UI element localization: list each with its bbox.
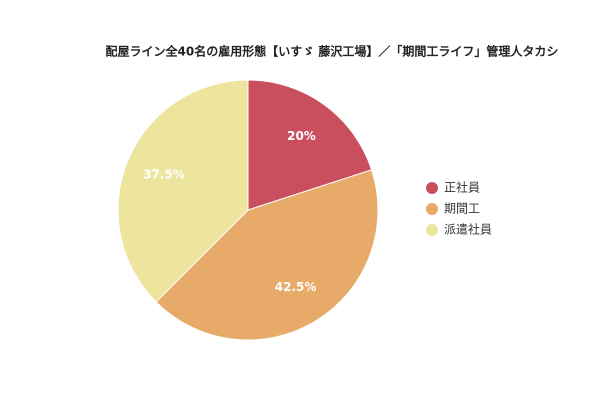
chart-title: 配屋ライン全40名の雇用形態【いすゞ 藤沢工場】／「期間工ライフ」管理人タカシ <box>106 44 559 59</box>
pie-slice <box>117 79 249 303</box>
legend-label: 期間工 <box>444 202 480 216</box>
data-label: 20% <box>287 129 316 143</box>
pie-slice <box>247 79 373 211</box>
legend-marker <box>426 224 438 236</box>
data-label: 42.5% <box>275 280 317 294</box>
legend-marker <box>426 203 438 215</box>
legend-label: 派遣社員 <box>444 222 492 237</box>
pie-slice <box>155 169 379 341</box>
legend-label: 正社員 <box>444 180 480 195</box>
legend-marker <box>426 182 438 194</box>
data-label: 37.5% <box>143 168 185 182</box>
